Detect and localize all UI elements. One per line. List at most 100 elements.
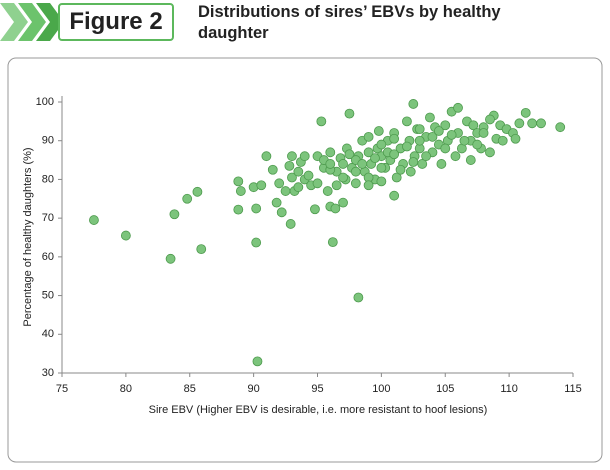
point [285,219,296,229]
point [555,122,566,133]
point [274,178,285,189]
x-tick-label: 75 [56,383,68,395]
point [363,180,374,191]
point [299,151,310,162]
point [327,237,338,248]
point [370,153,380,164]
x-tick-label: 85 [184,383,196,395]
point [233,204,244,215]
point [196,244,207,255]
point [440,120,451,131]
point [325,159,336,169]
point [338,172,348,183]
point [485,114,495,125]
x-axis-label: Sire EBV (Higher EBV is desirable, i.e. … [149,404,488,416]
point [303,170,314,181]
point [182,193,193,204]
point [414,135,425,146]
point [376,176,387,187]
point [120,230,131,241]
figure-label: Figure 2 [58,3,174,41]
point [293,166,304,177]
point [402,116,412,127]
point [252,356,263,367]
point [165,253,176,264]
point [376,162,387,173]
point [322,186,333,196]
x-tick-label: 95 [311,383,323,395]
point [261,151,272,162]
point [310,204,320,215]
point [280,186,291,196]
point [363,147,374,158]
point [267,164,278,175]
point [450,151,461,162]
point [287,151,297,162]
point [408,157,419,167]
point [408,99,419,109]
point [468,120,479,131]
point [169,209,180,220]
point [325,147,336,158]
y-tick-label: 40 [42,328,54,340]
point [414,124,425,135]
x-tick-label: 110 [500,383,518,395]
point [514,118,525,129]
y-tick-label: 50 [42,289,54,301]
point [312,178,323,189]
point [459,135,470,146]
point [330,203,341,214]
point [436,159,447,169]
point [316,116,327,127]
point [395,164,406,175]
x-tick-label: 100 [372,383,390,395]
point [284,160,295,171]
point [251,237,262,248]
point [391,172,402,183]
point [338,159,348,169]
point [251,203,262,214]
y-tick-label: 30 [42,367,54,379]
point [527,118,538,129]
y-tick-label: 70 [42,212,54,224]
y-tick-label: 80 [42,173,54,185]
x-tick-label: 105 [436,383,454,395]
point [425,112,435,123]
y-tick-label: 90 [42,135,54,147]
point [405,166,416,177]
point [344,149,355,160]
point [338,197,348,208]
point [478,128,489,138]
point [293,182,304,193]
point [357,159,368,169]
point [89,215,99,225]
point [402,141,412,152]
point [350,178,361,189]
point [421,151,431,162]
point [446,130,457,140]
point [235,186,246,196]
y-axis-label: Percentage of healthy daughters (%) [22,147,34,326]
point [276,207,287,218]
point [389,190,400,201]
point [453,102,463,113]
chevron [36,3,64,41]
point [376,139,387,150]
point [510,133,521,144]
point [373,126,384,136]
chevron [18,3,46,41]
point [363,131,374,142]
point [353,292,364,303]
point [433,126,444,136]
point [389,149,400,160]
point [287,172,297,183]
point [472,139,483,150]
point [192,186,203,197]
point [344,108,355,119]
point [233,176,244,187]
point [389,133,400,144]
chevron [0,3,28,41]
point [536,118,546,129]
